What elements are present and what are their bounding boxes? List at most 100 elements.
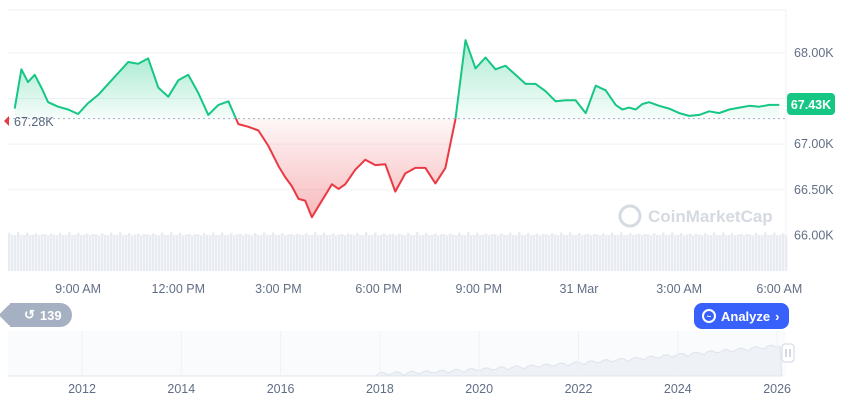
volume-bar bbox=[353, 235, 356, 271]
volume-bar bbox=[485, 233, 488, 271]
volume-bar bbox=[38, 235, 41, 271]
line-above-baseline bbox=[454, 39, 780, 119]
analyze-button[interactable]: ~ Analyze › bbox=[694, 303, 790, 329]
volume-bar bbox=[470, 235, 473, 271]
volume-bar bbox=[518, 232, 521, 271]
volume-bar bbox=[386, 235, 389, 271]
volume-bar bbox=[662, 232, 665, 271]
volume-bar bbox=[89, 235, 92, 271]
volume-bar bbox=[245, 233, 248, 271]
analyze-icon: ~ bbox=[702, 309, 716, 323]
volume-bar bbox=[323, 232, 326, 271]
volume-bar bbox=[692, 236, 695, 271]
volume-bar bbox=[29, 235, 32, 271]
volume-bar bbox=[671, 232, 674, 271]
volume-bar bbox=[365, 232, 368, 271]
volume-bar bbox=[512, 235, 515, 271]
volume-bar bbox=[50, 233, 53, 271]
x-tick-label: 12:00 PM bbox=[152, 282, 206, 296]
volume-bar bbox=[776, 235, 779, 271]
volume-bar bbox=[137, 233, 140, 271]
volume-bar bbox=[713, 232, 716, 271]
volume-bar bbox=[575, 235, 578, 271]
volume-bar bbox=[164, 235, 167, 271]
volume-bar bbox=[161, 232, 164, 271]
area-below-baseline bbox=[236, 118, 456, 218]
volume-bar bbox=[380, 234, 383, 271]
volume-bar bbox=[182, 235, 185, 271]
volume-bar bbox=[317, 235, 320, 271]
volume-bar bbox=[167, 235, 170, 271]
volume-bar bbox=[140, 235, 143, 271]
line-below-baseline bbox=[235, 118, 457, 219]
volume-bar bbox=[293, 235, 296, 271]
volume-bar bbox=[752, 235, 755, 271]
history-range-handle[interactable] bbox=[781, 343, 795, 363]
volume-bar bbox=[653, 233, 656, 271]
volume-bar bbox=[170, 232, 173, 271]
volume-bar bbox=[242, 235, 245, 271]
volume-bar bbox=[116, 235, 119, 271]
volume-bar bbox=[551, 233, 554, 271]
volume-bar bbox=[311, 235, 314, 271]
volume-bar bbox=[254, 233, 257, 271]
volume-bar bbox=[26, 232, 29, 271]
volume-bar bbox=[287, 234, 290, 271]
volume-bar bbox=[395, 235, 398, 271]
volume-bar bbox=[758, 235, 761, 271]
volume-bar bbox=[41, 234, 44, 271]
volume-bar bbox=[227, 234, 230, 271]
volume-bar bbox=[92, 233, 95, 271]
volume-bar bbox=[413, 235, 416, 271]
volume-bar bbox=[212, 232, 215, 271]
volume-bar bbox=[539, 235, 542, 271]
volume-bar bbox=[461, 235, 464, 271]
volume-bar bbox=[350, 234, 353, 271]
volume-bar bbox=[20, 235, 23, 271]
area-above-baseline bbox=[14, 58, 237, 119]
volume-bar bbox=[98, 235, 101, 271]
volume-bar bbox=[563, 235, 566, 271]
volume-bar bbox=[62, 235, 65, 271]
current-price-badge: 67.43K bbox=[787, 93, 835, 115]
history-area bbox=[8, 344, 783, 377]
volume-bar bbox=[71, 235, 74, 271]
volume-bar bbox=[623, 235, 626, 271]
volume-bar bbox=[398, 233, 401, 271]
volume-bar bbox=[185, 234, 188, 271]
volume-bar bbox=[95, 234, 98, 271]
volume-bar bbox=[263, 232, 266, 271]
volume-bar bbox=[641, 235, 644, 271]
volume-bar bbox=[269, 235, 272, 271]
volume-bar bbox=[134, 234, 137, 271]
volume-bar bbox=[146, 234, 149, 271]
volume-bar bbox=[296, 233, 299, 271]
volume-bar bbox=[695, 233, 698, 271]
volume-bar bbox=[44, 234, 47, 271]
volume-bar bbox=[248, 234, 251, 271]
volume-bar bbox=[770, 235, 773, 271]
volume-bar bbox=[767, 235, 770, 271]
volume-bar bbox=[8, 232, 11, 271]
volume-bar bbox=[581, 235, 584, 271]
history-button[interactable]: ↺ 139 bbox=[10, 303, 72, 327]
volume-bar bbox=[686, 234, 689, 271]
volume-bar bbox=[104, 234, 107, 271]
volume-bar bbox=[74, 235, 77, 271]
volume-bar bbox=[221, 232, 224, 271]
volume-bar bbox=[536, 233, 539, 271]
volume-bar bbox=[428, 235, 431, 271]
volume-bar bbox=[281, 233, 284, 271]
volume-bar bbox=[707, 234, 710, 271]
volume-bar bbox=[785, 235, 788, 271]
line-above-baseline bbox=[13, 57, 237, 120]
volume-bar bbox=[494, 234, 497, 271]
x-tick-label: 31 Mar bbox=[560, 282, 599, 296]
volume-bar bbox=[347, 233, 350, 271]
current-price-value: 67.43K bbox=[791, 98, 831, 112]
volume-bar bbox=[326, 235, 329, 271]
x-tick-label: 6:00 PM bbox=[355, 282, 402, 296]
volume-bar bbox=[200, 235, 203, 271]
volume-bar bbox=[566, 235, 569, 271]
volume-bar bbox=[644, 233, 647, 271]
